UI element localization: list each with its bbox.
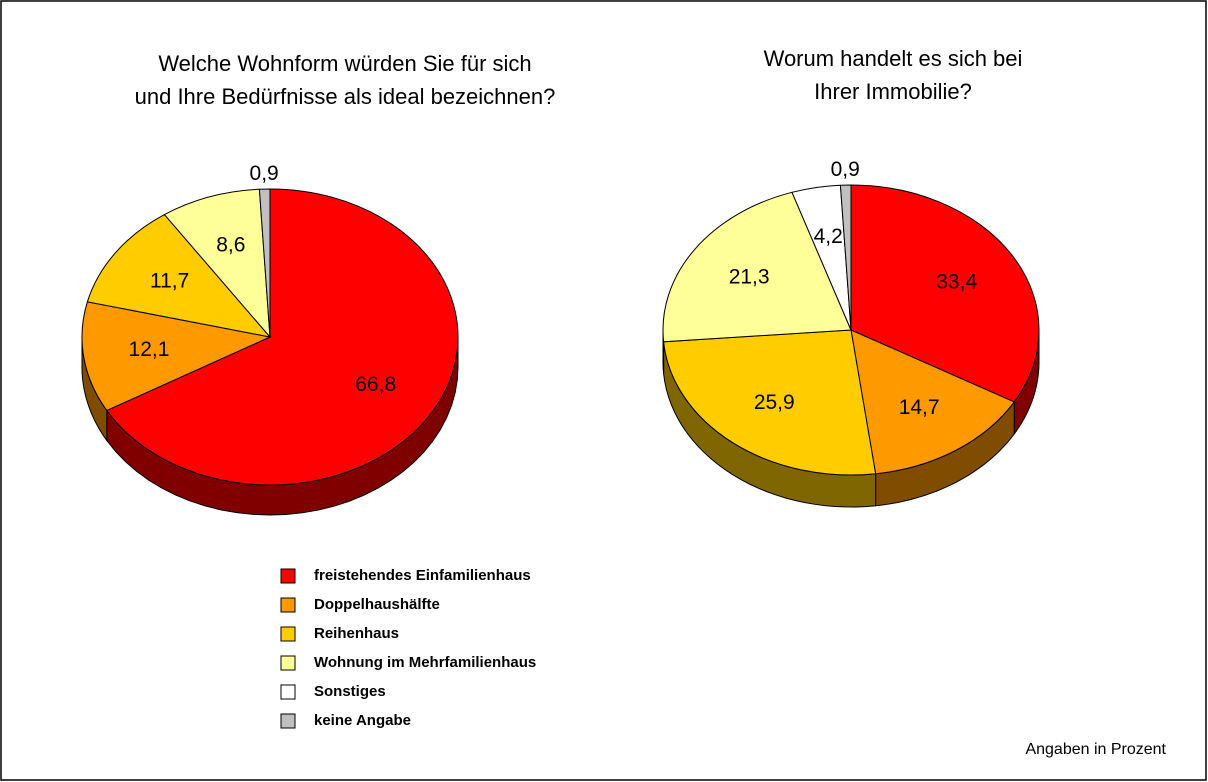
data-label: 12,1 [129,338,170,361]
data-label: 0,9 [831,158,860,181]
slice [163,188,271,339]
data-label: 8,6 [216,233,245,256]
legend-swatch [280,684,296,700]
slice [663,329,877,476]
slice [258,188,271,338]
data-label: 21,3 [729,265,770,288]
data-label: 66,8 [355,373,396,396]
slice [850,329,1015,475]
data-label: 33,4 [936,270,977,293]
pie-tops [662,184,1040,476]
legend-swatch [280,597,296,613]
slice [662,191,852,343]
slice [850,184,1040,403]
slice [839,184,852,331]
legend-label: keine Angabe [314,712,411,729]
pie-labels: 66,8 12,1 11,7 8,6 0,9 [129,162,397,396]
data-label: 14,7 [899,396,940,419]
chart-title: Ihrer Immobilie? [814,79,972,104]
chart-title: Worum handelt es sich bei [764,46,1023,71]
chart-title: und Ihre Bedürfnisse als ideal bezeichne… [135,84,556,109]
data-label: 0,9 [250,162,279,185]
legend-swatch [280,568,296,584]
legend-swatch [280,626,296,642]
slice [86,213,272,338]
slice [106,188,459,486]
pie-labels: 33,4 14,7 25,9 21,3 4,2 0,9 [729,158,978,419]
legend-label: Wohnung im Mehrfamilienhaus [314,654,536,671]
legend-swatch [280,713,296,729]
legend-label: freistehendes Einfamilienhaus [314,567,531,584]
slice [81,301,272,412]
legend-label: Reihenhaus [314,625,399,642]
data-label: 25,9 [754,391,795,414]
pie-tops [81,188,459,486]
legend-label: Sonstiges [314,683,386,700]
data-label: 4,2 [814,225,843,248]
legend-swatch [280,655,296,671]
legend-label: Doppelhaushälfte [314,596,440,613]
note: Angaben in Prozent [1025,741,1166,758]
data-label: 11,7 [150,270,189,293]
chart-title: Welche Wohnform würden Sie für sich [158,51,531,76]
